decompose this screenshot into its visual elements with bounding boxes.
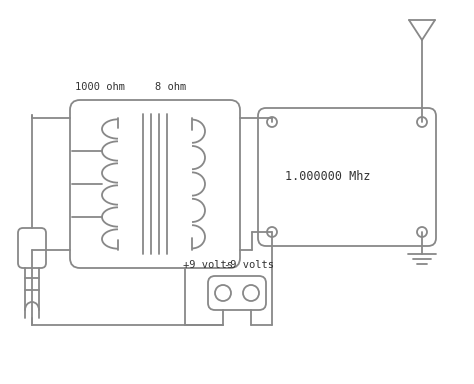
- Text: 1.000000 Mhz: 1.000000 Mhz: [285, 170, 370, 183]
- Circle shape: [243, 285, 259, 301]
- Text: -9 volts: -9 volts: [224, 260, 274, 270]
- Circle shape: [417, 227, 427, 237]
- FancyBboxPatch shape: [258, 108, 436, 246]
- Text: 1000 ohm: 1000 ohm: [75, 82, 125, 92]
- FancyBboxPatch shape: [208, 276, 266, 310]
- Circle shape: [267, 117, 277, 127]
- Circle shape: [267, 227, 277, 237]
- Text: +9 volts: +9 volts: [183, 260, 233, 270]
- Circle shape: [417, 117, 427, 127]
- FancyBboxPatch shape: [70, 100, 240, 268]
- Text: 8 ohm: 8 ohm: [155, 82, 186, 92]
- FancyBboxPatch shape: [18, 228, 46, 268]
- Circle shape: [215, 285, 231, 301]
